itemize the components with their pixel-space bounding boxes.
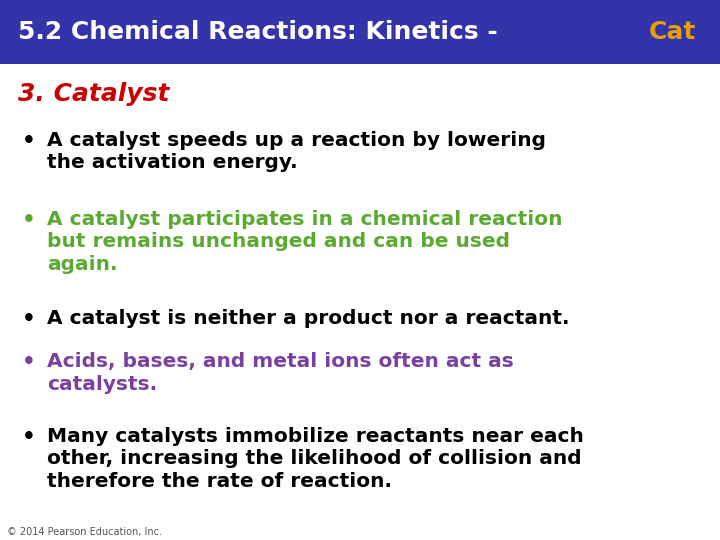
Text: A catalyst speeds up a reaction by lowering
the activation energy.: A catalyst speeds up a reaction by lower…	[47, 131, 546, 172]
Text: •: •	[22, 131, 35, 151]
Text: •: •	[22, 427, 35, 447]
Text: Acids, bases, and metal ions often act as
catalysts.: Acids, bases, and metal ions often act a…	[47, 352, 513, 394]
Text: A catalyst is neither a product nor a reactant.: A catalyst is neither a product nor a re…	[47, 309, 570, 328]
Text: 3. Catalyst: 3. Catalyst	[18, 82, 169, 106]
Text: Cat: Cat	[648, 20, 696, 44]
FancyBboxPatch shape	[0, 0, 720, 64]
Text: © 2014 Pearson Education, Inc.: © 2014 Pearson Education, Inc.	[7, 527, 162, 537]
Text: •: •	[22, 352, 35, 372]
Text: A catalyst participates in a chemical reaction
but remains unchanged and can be : A catalyst participates in a chemical re…	[47, 210, 562, 274]
Text: •: •	[22, 309, 35, 329]
Text: •: •	[22, 210, 35, 230]
Text: 5.2 Chemical Reactions: Kinetics -: 5.2 Chemical Reactions: Kinetics -	[18, 20, 506, 44]
Text: Many catalysts immobilize reactants near each
other, increasing the likelihood o: Many catalysts immobilize reactants near…	[47, 427, 584, 491]
